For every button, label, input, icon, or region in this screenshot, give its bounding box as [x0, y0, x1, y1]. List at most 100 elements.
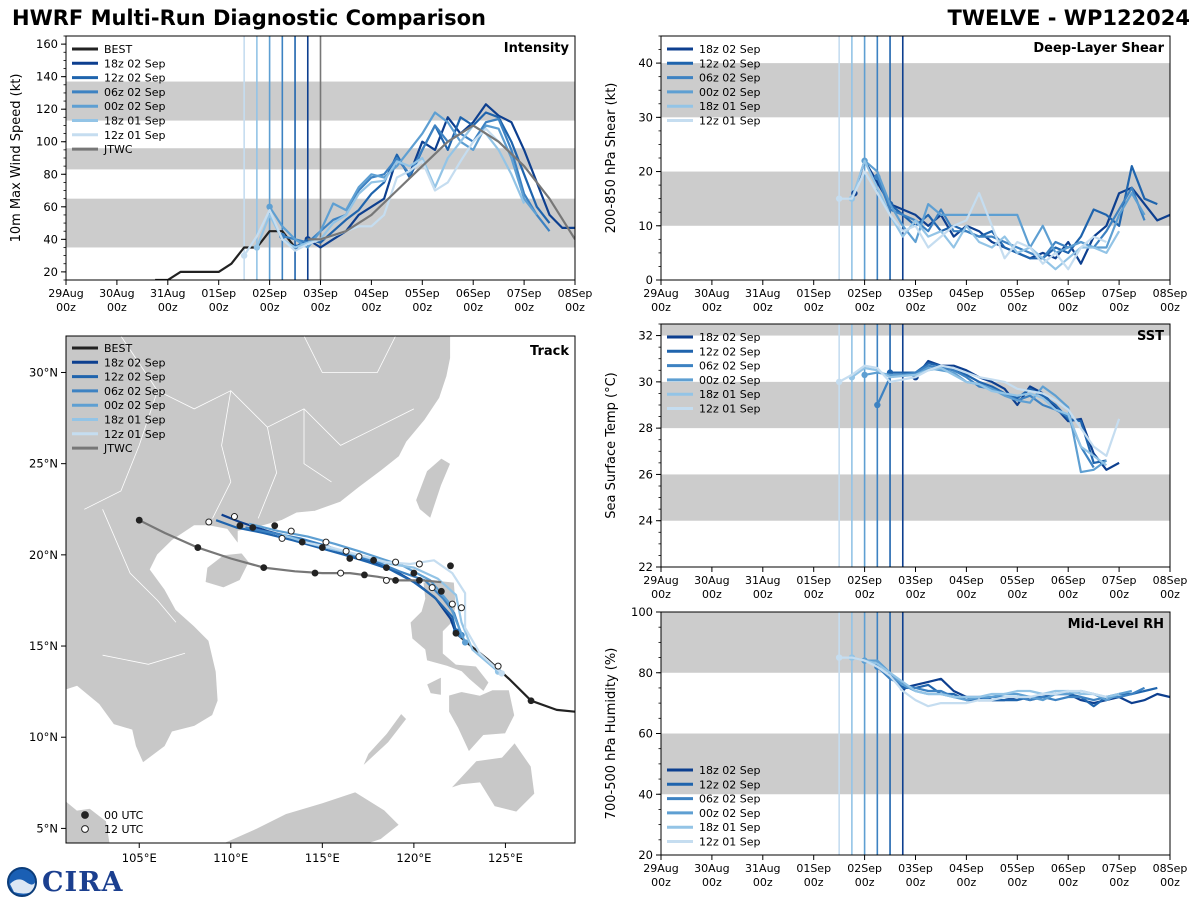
track-marker-12utc — [457, 604, 465, 612]
track-marker-00utc — [346, 555, 354, 562]
track-map-area — [66, 336, 575, 843]
sst-xtick-hour: 00z — [804, 588, 824, 601]
sst-xtick-hour: 00z — [906, 588, 926, 601]
rh-xtick-hour: 00z — [1160, 876, 1180, 889]
panel-rh: 2040608010029Aug00z30Aug00z31Aug00z01Sep… — [604, 605, 1187, 889]
track-marker-00utc — [452, 629, 460, 637]
track-marker-00utc — [318, 544, 326, 551]
panel-shear: 01020304029Aug00z30Aug00z31Aug00z01Sep00… — [604, 35, 1188, 314]
sst-shade-band — [661, 324, 1170, 336]
track-marker-00utc — [249, 524, 257, 531]
sst-xtick-day: 04Sep — [949, 574, 984, 587]
province-border — [257, 427, 278, 519]
cira-logo: CIRA — [6, 866, 124, 898]
intensity-xtick-day: 08Sep — [558, 287, 593, 300]
shear-legend-label: 00z 02 Sep — [699, 86, 761, 99]
track-lon-label: 120°E — [396, 851, 431, 865]
intensity-xtick-hour: 00z — [565, 301, 585, 314]
track-frame — [65, 335, 576, 844]
sst-ytick-label: 32 — [638, 329, 653, 343]
sst-start-point — [861, 371, 868, 379]
sst-xtick-day: 30Aug — [694, 574, 729, 587]
sst-xtick-day: 29Aug — [643, 574, 678, 587]
sst-legend-label: 18z 02 Sep — [699, 331, 761, 344]
track-18z-01-sep — [281, 533, 499, 673]
track-legend-label: BEST — [104, 342, 132, 355]
shear-xtick-hour: 00z — [1058, 301, 1078, 314]
shear-xtick-hour: 00z — [1160, 301, 1180, 314]
borneo-shape — [223, 791, 400, 843]
logo-text: CIRA — [42, 866, 124, 898]
intensity-xtick-hour: 00z — [158, 301, 178, 314]
sst-ytick-label: 24 — [638, 514, 653, 528]
track-title: Track — [530, 344, 569, 359]
rh-xtick-day: 03Sep — [898, 862, 933, 875]
intensity-xtick-hour: 00z — [514, 301, 534, 314]
shear-xtick-hour: 00z — [906, 301, 926, 314]
shear-xtick-hour: 00z — [753, 301, 773, 314]
sst-ytick-label: 30 — [638, 375, 653, 389]
intensity-xtick-hour: 00z — [412, 301, 432, 314]
rh-xtick-hour: 00z — [906, 876, 926, 889]
sst-xtick-day: 08Sep — [1153, 574, 1188, 587]
shear-xtick-day: 31Aug — [745, 287, 780, 300]
sst-legend-label: 00z 02 Sep — [699, 374, 761, 387]
track-lat-label: 30°N — [29, 365, 58, 379]
intensity-start-point — [240, 252, 248, 259]
track-marker-12utc — [355, 553, 363, 561]
intensity-xtick-hour: 00z — [260, 301, 280, 314]
sst-shade-band — [661, 474, 1170, 521]
sst-ytick-label: 28 — [638, 421, 653, 435]
shear-xtick-day: 08Sep — [1153, 287, 1188, 300]
rh-xtick-day: 30Aug — [694, 862, 729, 875]
intensity-xtick-hour: 00z — [362, 301, 382, 314]
shear-xtick-hour: 00z — [1007, 301, 1027, 314]
intensity-start-point — [253, 244, 261, 251]
rh-series-18z-01-sep — [851, 656, 1120, 699]
sst-xtick-day: 06Sep — [1051, 574, 1086, 587]
rh-xtick-day: 31Aug — [745, 862, 780, 875]
shear-xtick-day: 02Sep — [847, 287, 882, 300]
sst-ytick-label: 26 — [638, 467, 653, 481]
panel-track: 105°E 110°E 115°E 120°E 125°E 5°N 10°N 15°N 20°N… — [29, 335, 576, 865]
track-marker-00utc — [410, 569, 418, 577]
shear-shade-band — [661, 63, 1170, 118]
track-marker-12utc — [342, 547, 350, 555]
rh-xtick-day: 06Sep — [1051, 862, 1086, 875]
track-lat-label: 5°N — [36, 821, 58, 835]
track-marker-12utc — [382, 576, 390, 584]
intensity-ytick-label: 160 — [36, 37, 58, 51]
track-marker-00utc — [361, 571, 368, 579]
shear-ytick-label: 30 — [638, 110, 653, 124]
intensity-plot-area — [66, 36, 575, 280]
rh-xtick-hour: 00z — [957, 876, 977, 889]
track-marker-00utc — [447, 562, 454, 570]
intensity-xtick-day: 31Aug — [150, 287, 185, 300]
sst-series-12z-01-sep — [838, 364, 1121, 457]
intensity-legend-label: JTWC — [103, 143, 133, 156]
shear-legend-label: 12z 01 Sep — [699, 115, 761, 128]
rh-xtick-day: 07Sep — [1102, 862, 1137, 875]
sst-xtick-hour: 00z — [1160, 588, 1180, 601]
shear-xtick-hour: 00z — [855, 301, 875, 314]
track-marker-12utc — [494, 662, 502, 670]
sst-xtick-day: 31Aug — [745, 574, 780, 587]
rh-ylabel: 700-500 hPa Humidity (%) — [604, 648, 619, 820]
shear-legend-label: 18z 01 Sep — [699, 100, 761, 113]
shear-xtick-hour: 00z — [651, 301, 671, 314]
intensity-legend-label: 18z 02 Sep — [104, 57, 166, 70]
shear-ylabel: 200-850 hPa Shear (kt) — [604, 83, 619, 234]
track-marker-12utc — [230, 513, 238, 521]
shear-xtick-day: 07Sep — [1102, 287, 1137, 300]
track-legend-label: 12z 01 Sep — [104, 428, 166, 441]
shear-plot-area — [661, 36, 1170, 280]
track-legend-label: 18z 01 Sep — [104, 414, 166, 427]
rh-xtick-hour: 00z — [651, 876, 671, 889]
intensity-xtick-hour: 00z — [209, 301, 229, 314]
rh-legend-label: 06z 02 Sep — [699, 793, 761, 806]
sst-xtick-hour: 00z — [1007, 588, 1027, 601]
rh-xtick-day: 01Sep — [796, 862, 831, 875]
shear-title: Deep-Layer Shear — [1033, 41, 1164, 56]
mainland-asia-shape — [66, 336, 451, 764]
rh-xtick-hour: 00z — [753, 876, 773, 889]
